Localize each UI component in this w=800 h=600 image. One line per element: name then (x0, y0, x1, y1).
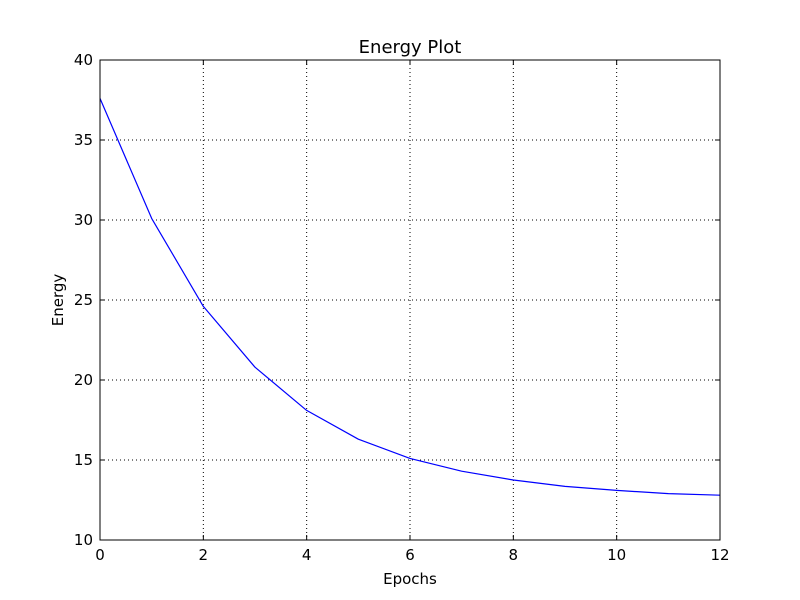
x-axis-label: Epochs (383, 570, 437, 588)
y-tick-label: 30 (74, 211, 93, 229)
y-tick-label: 25 (74, 291, 93, 309)
y-tick-label: 10 (74, 531, 93, 549)
y-tick-label: 20 (74, 371, 93, 389)
x-tick-label: 12 (710, 546, 729, 564)
grid-lines (100, 60, 720, 540)
x-tick-label: 8 (509, 546, 519, 564)
y-tick-label: 40 (74, 51, 93, 69)
x-tick-label: 0 (95, 546, 105, 564)
y-tick-label: 15 (74, 451, 93, 469)
chart-title: Energy Plot (359, 37, 462, 58)
tick-labels: 0 2 4 6 8 10 12 10 15 20 25 30 35 40 (74, 51, 730, 564)
y-tick-label: 35 (74, 131, 93, 149)
x-tick-label: 6 (405, 546, 415, 564)
energy-series-line (99, 98, 721, 496)
y-axis-label: Energy (49, 274, 67, 327)
x-tick-label: 2 (199, 546, 209, 564)
tick-marks (99, 59, 721, 541)
series-group (99, 98, 721, 496)
x-tick-label: 4 (302, 546, 312, 564)
x-tick-label: 10 (607, 546, 626, 564)
